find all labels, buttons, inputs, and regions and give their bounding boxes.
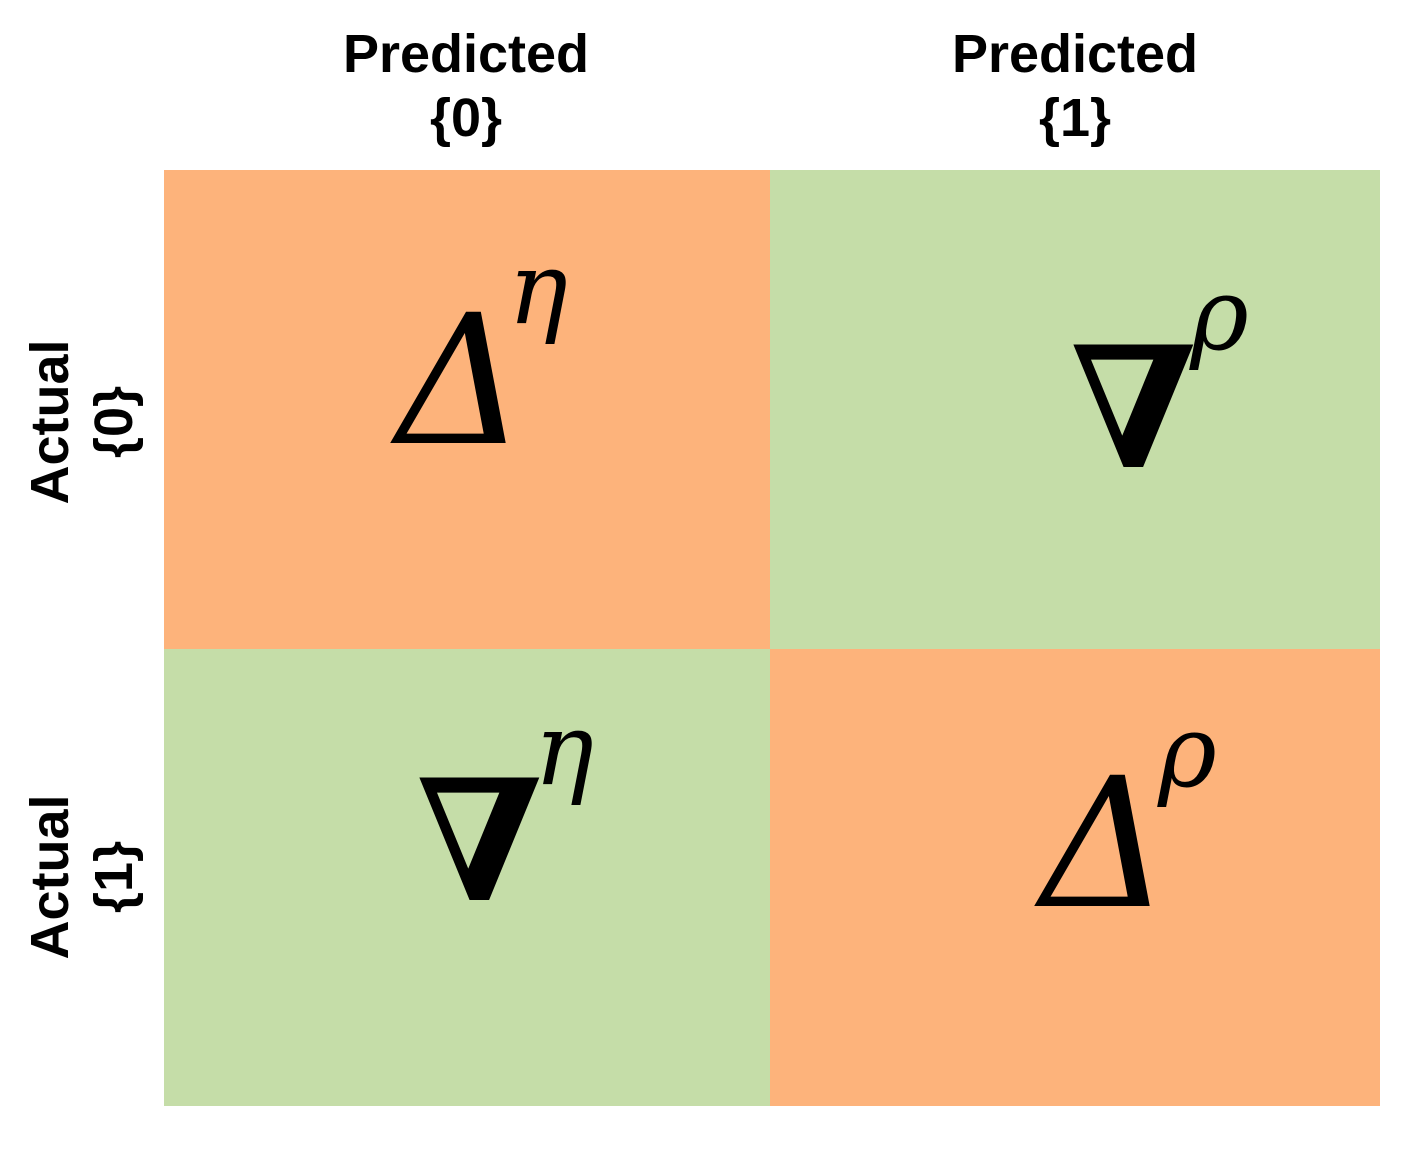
column-header-predicted-0: Predicted {0} [266, 22, 666, 150]
symbol-delta: Δ [1040, 740, 1170, 949]
matrix-cell-actual1-predicted0: ∇ η [164, 649, 770, 1106]
matrix-cell-actual0-predicted1: ∇ ρ [770, 170, 1380, 649]
matrix-cell-actual0-predicted0: Δ η [164, 170, 770, 649]
symbol-superscript-rho: ρ [1158, 693, 1217, 810]
row-header-class: {0} [84, 385, 144, 459]
matrix-cell-actual1-predicted1: Δ ρ [770, 649, 1380, 1106]
row-header-title: Actual [20, 794, 80, 960]
row-header-actual-1: Actual {1} [18, 697, 148, 1057]
symbol-superscript-rho: ρ [1190, 256, 1249, 373]
row-header-actual-0: Actual {0} [18, 242, 148, 602]
symbol-superscript-eta: η [508, 230, 568, 347]
cell-symbol: Δ η [396, 230, 568, 486]
column-header-predicted-1: Predicted {1} [875, 22, 1275, 150]
cell-symbol: ∇ ρ [1070, 256, 1249, 507]
symbol-nabla: ∇ [1070, 309, 1197, 507]
symbol-superscript-eta: η [534, 691, 594, 808]
column-header-class: {1} [1038, 88, 1112, 148]
symbol-nabla: ∇ [416, 742, 543, 940]
cell-symbol: ∇ η [416, 691, 594, 940]
row-header-title: Actual [20, 339, 80, 505]
symbol-delta: Δ [396, 277, 526, 486]
column-header-title: Predicted [342, 24, 590, 84]
column-header-title: Predicted [951, 24, 1199, 84]
cell-symbol: Δ ρ [1040, 693, 1217, 949]
column-header-class: {0} [429, 88, 503, 148]
row-header-class: {1} [84, 840, 144, 914]
